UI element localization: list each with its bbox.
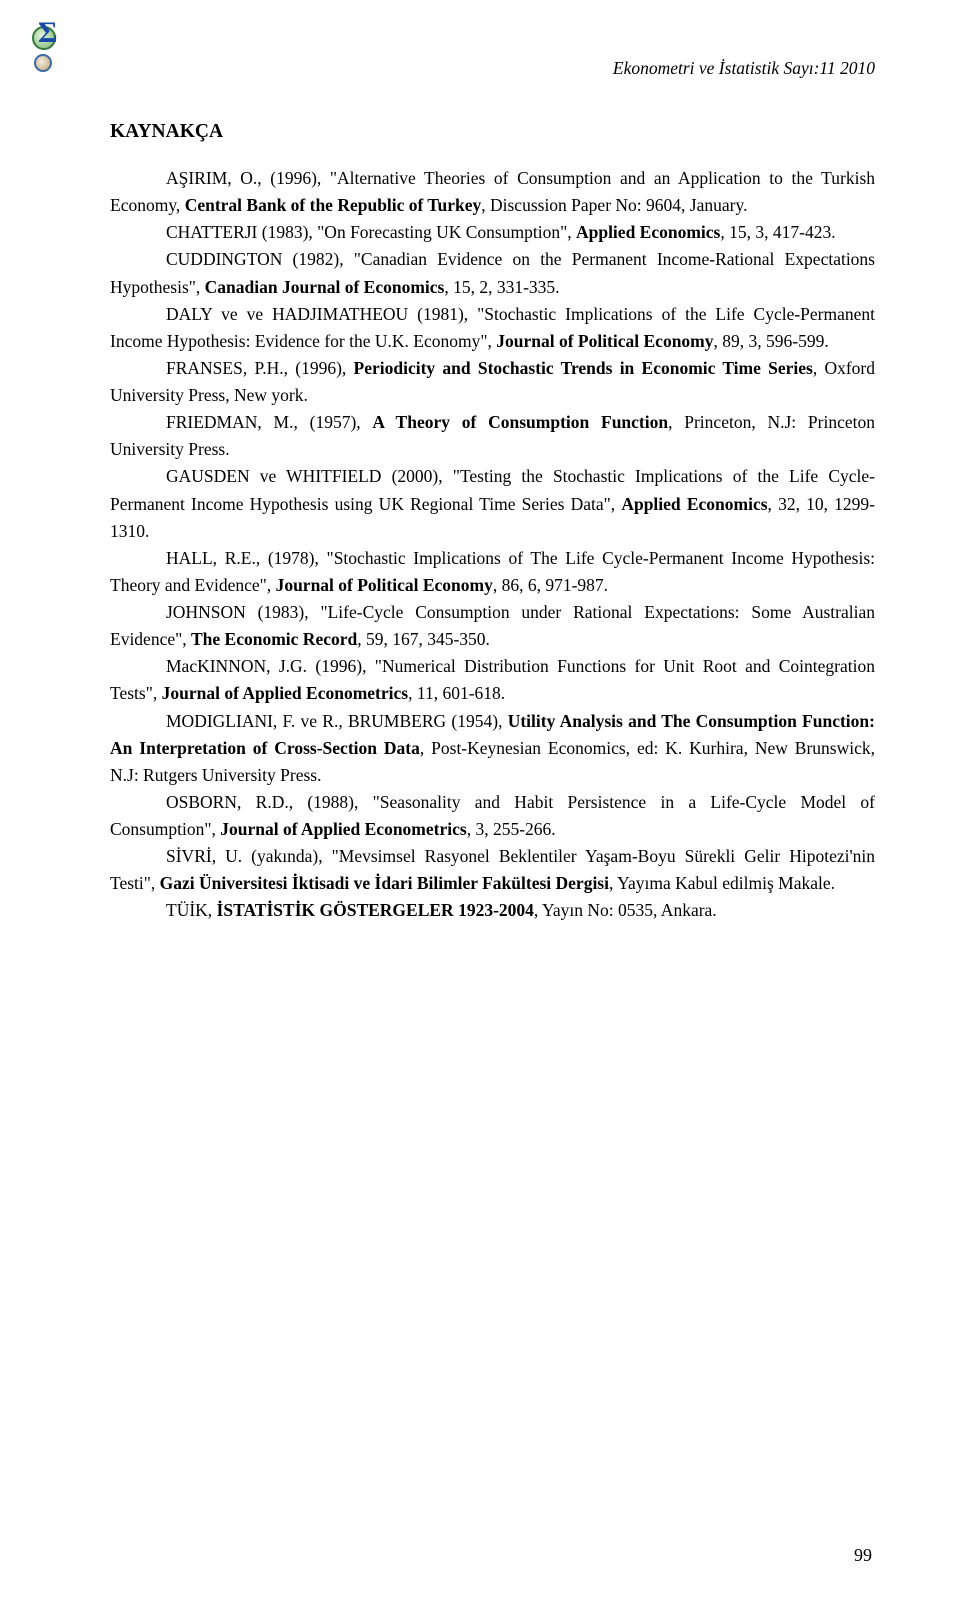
ref-source: Canadian Journal of Economics xyxy=(205,277,445,297)
sigma-icon: Σ xyxy=(38,16,58,50)
reference-item: OSBORN, R.D., (1988), "Seasonality and H… xyxy=(110,789,875,843)
ref-tail: , 15, 2, 331-335. xyxy=(444,277,559,297)
ref-text: FRANSES, P.H., (1996), xyxy=(166,358,354,378)
ref-tail: , 59, 167, 345-350. xyxy=(357,629,490,649)
ref-source: Journal of Political Economy xyxy=(496,331,713,351)
section-title: KAYNAKÇA xyxy=(110,121,875,143)
ref-tail: , 3, 255-266. xyxy=(467,819,556,839)
reference-item: AŞIRIM, O., (1996), "Alternative Theorie… xyxy=(110,165,875,219)
references-block: AŞIRIM, O., (1996), "Alternative Theorie… xyxy=(110,165,875,925)
ref-text: FRIEDMAN, M., (1957), xyxy=(166,412,372,432)
ref-text: MODIGLIANI, F. ve R., BRUMBERG (1954), xyxy=(166,711,508,731)
ref-source: Periodicity and Stochastic Trends in Eco… xyxy=(354,358,813,378)
ref-tail: , Yayıma Kabul edilmiş Makale. xyxy=(609,873,835,893)
reference-item: MODIGLIANI, F. ve R., BRUMBERG (1954), U… xyxy=(110,708,875,789)
reference-item: CHATTERJI (1983), "On Forecasting UK Con… xyxy=(110,219,875,246)
reference-item: FRIEDMAN, M., (1957), A Theory of Consum… xyxy=(110,409,875,463)
ref-tail: , 11, 601-618. xyxy=(408,683,505,703)
journal-header: Ekonometri ve İstatistik Sayı:11 2010 xyxy=(110,58,875,79)
ref-source: Central Bank of the Republic of Turkey xyxy=(185,195,482,215)
ref-tail: , Yayın No: 0535, Ankara. xyxy=(534,900,717,920)
ref-source: A Theory of Consumption Function xyxy=(372,412,668,432)
ref-source: Journal of Applied Econometrics xyxy=(162,683,408,703)
journal-badge: Σ xyxy=(28,20,64,78)
page-number: 99 xyxy=(854,1545,872,1566)
ref-source: Applied Economics xyxy=(621,494,767,514)
badge-circle-bottom xyxy=(34,54,52,72)
ref-source: Journal of Political Economy xyxy=(276,575,493,595)
reference-item: MacKINNON, J.G. (1996), "Numerical Distr… xyxy=(110,653,875,707)
reference-item: CUDDINGTON (1982), "Canadian Evidence on… xyxy=(110,246,875,300)
ref-text: TÜİK, xyxy=(166,900,217,920)
reference-item: FRANSES, P.H., (1996), Periodicity and S… xyxy=(110,355,875,409)
ref-source: Applied Economics xyxy=(576,222,720,242)
reference-item: DALY ve ve HADJIMATHEOU (1981), "Stochas… xyxy=(110,301,875,355)
reference-item: SİVRİ, U. (yakında), "Mevsimsel Rasyonel… xyxy=(110,843,875,897)
ref-source: Gazi Üniversitesi İktisadi ve İdari Bili… xyxy=(160,873,609,893)
reference-item: HALL, R.E., (1978), "Stochastic Implicat… xyxy=(110,545,875,599)
ref-text: CHATTERJI (1983), "On Forecasting UK Con… xyxy=(166,222,576,242)
ref-source: Journal of Applied Econometrics xyxy=(220,819,466,839)
reference-item: TÜİK, İSTATİSTİK GÖSTERGELER 1923-2004, … xyxy=(110,897,875,924)
reference-item: JOHNSON (1983), "Life-Cycle Consumption … xyxy=(110,599,875,653)
ref-tail: , 15, 3, 417-423. xyxy=(720,222,835,242)
ref-tail: , Discussion Paper No: 9604, January. xyxy=(481,195,747,215)
reference-item: GAUSDEN ve WHITFIELD (2000), "Testing th… xyxy=(110,463,875,544)
ref-source: İSTATİSTİK GÖSTERGELER 1923-2004 xyxy=(217,900,534,920)
ref-tail: , 89, 3, 596-599. xyxy=(714,331,829,351)
ref-source: The Economic Record xyxy=(191,629,357,649)
ref-tail: , 86, 6, 971-987. xyxy=(493,575,608,595)
